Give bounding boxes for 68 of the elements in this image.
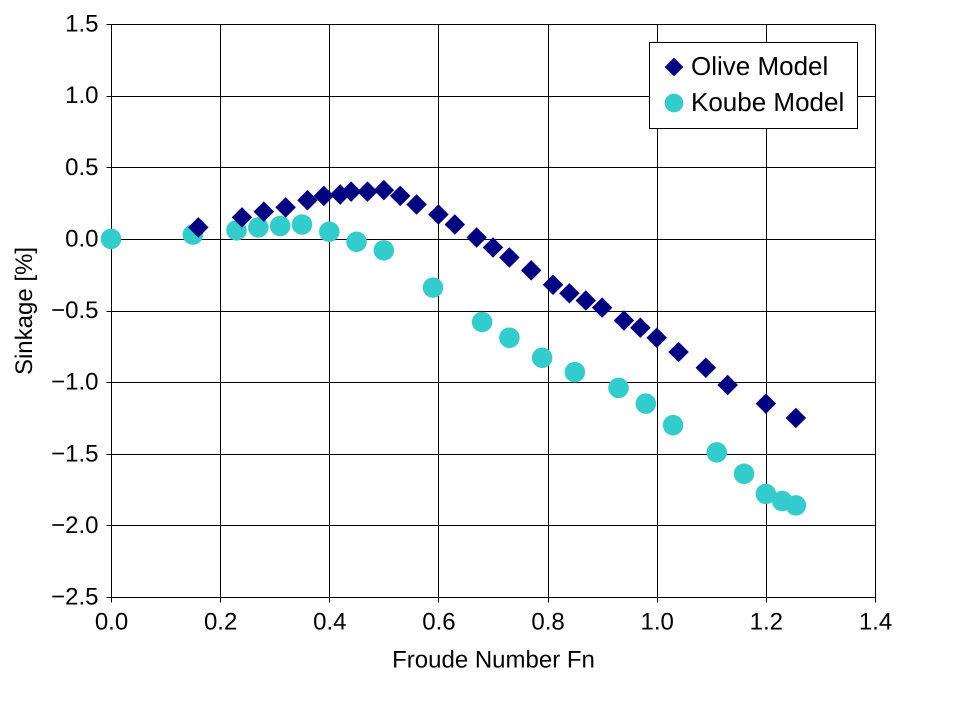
point [786,408,806,428]
x-tick-label: 0.2 [204,608,238,636]
point [592,297,612,318]
y-tick-label: −0.5 [51,297,98,324]
point [254,201,274,222]
y-tick-label: −2.0 [51,512,98,539]
point [696,358,716,378]
y-tick-label: 0.5 [65,154,98,181]
point [559,283,580,304]
y-tick-label: −2.5 [51,584,98,610]
point [706,442,727,463]
point [275,197,296,218]
point [374,240,394,261]
x-tick-label: 0.0 [94,608,128,636]
point [248,217,269,238]
point [608,378,629,398]
x-tick-label: 0.4 [313,608,346,636]
x-tick-label: 0.8 [531,608,565,636]
point [636,393,656,414]
point [756,484,776,504]
y-tick-label: −1.0 [51,368,98,396]
point [314,186,334,206]
point [466,227,487,248]
point [646,327,667,348]
point [472,312,492,332]
y-axis-title: Sinkage [%] [11,246,38,376]
point [406,194,427,215]
point [499,327,520,348]
x-tick-label: 0.6 [422,608,456,636]
point [668,342,689,362]
point [662,414,684,436]
x-tick-label: 1.2 [750,608,784,636]
point [357,181,378,202]
point [786,495,806,516]
point [100,228,122,250]
point [390,186,410,206]
point [374,180,394,200]
point [292,214,312,235]
point [232,207,252,228]
point [630,317,651,338]
point [270,216,290,236]
point [542,274,564,295]
legend-label: Koube Model [691,87,844,117]
y-tick-label: 1.0 [65,82,98,110]
point [319,221,340,242]
x-axis-title: Froude Number Fn [392,646,595,674]
point [428,204,449,225]
y-tick-label: 0.0 [65,225,98,252]
point [520,260,542,281]
point [444,214,466,235]
point [756,393,776,414]
point [346,232,367,252]
x-tick-label: 1.4 [858,608,892,636]
point [734,464,754,484]
point [532,348,552,368]
point [499,247,520,268]
legend-label: Olive Model [691,51,828,81]
y-tick-label: 1.5 [65,10,98,38]
x-tick-label: 1.0 [640,608,674,636]
point [297,190,318,210]
point [422,277,444,298]
y-tick-label: −1.5 [51,440,98,468]
point [482,237,504,258]
point [576,290,596,311]
point [614,310,634,331]
point [188,217,209,238]
point [717,374,738,396]
point [564,362,586,382]
